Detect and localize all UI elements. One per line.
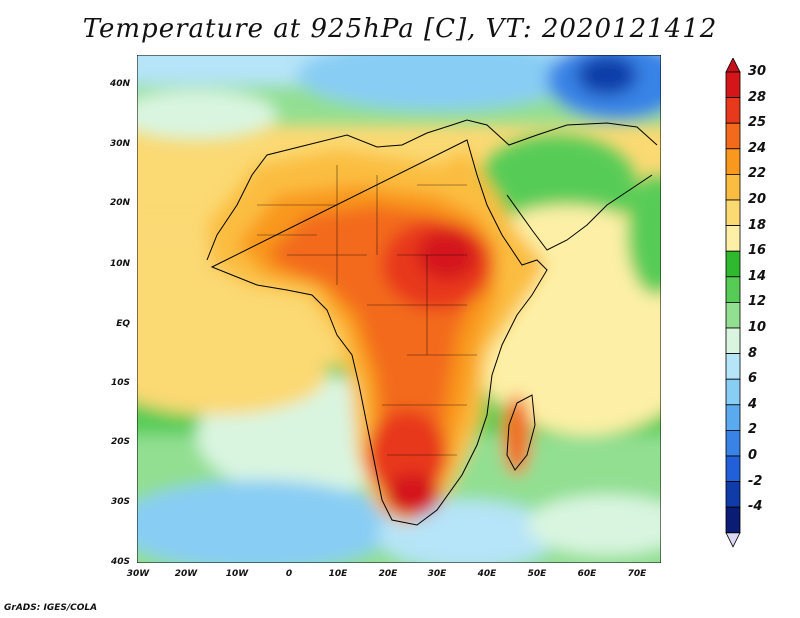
colorbar-tick-label: 18 [748,217,767,233]
colorbar-swatch [725,122,741,150]
colorbar-tick-label: 10 [748,320,767,335]
colorbar-swatch [725,225,741,252]
lon-label-20w: 20W [174,569,198,579]
colorbar-over-triangle [725,58,741,73]
lon-label-10w: 10W [225,569,249,579]
colorbar-tick-label: 16 [748,243,767,259]
colorbar-tick-label: 14 [748,268,767,284]
colorbar-swatch [725,199,741,227]
lat-label-10s: 10S [110,378,130,388]
lon-label-10e: 10E [328,569,348,579]
lat-label-eq: EQ [116,319,130,329]
colorbar-tick-label: 4 [748,396,758,412]
colorbar-tick-label: 6 [748,371,758,387]
lon-label-30w: 30W [126,569,150,579]
colorbar-tick-label: -4 [748,499,763,515]
colorbar-swatch [725,378,741,406]
temperature-map [137,55,661,563]
colorbar-swatch [725,353,741,380]
lat-label-10n: 10N [109,259,130,269]
colorbar-tick-label: 22 [748,166,767,182]
colorbar-tick-label: 24 [748,140,767,156]
colorbar-swatch [725,97,741,124]
lat-label-40n: 40N [109,79,130,89]
grads-footer: GrADS: IGES/COLA [4,603,98,613]
colorbar [725,58,741,548]
colorbar-under-triangle [725,532,741,548]
colorbar-swatch [725,429,741,457]
coastline [206,119,658,526]
colorbar-swatch [725,455,741,483]
colorbar-swatch [725,301,741,329]
colorbar-tick-label: 8 [748,345,758,361]
colorbar-tick-label: 25 [748,115,767,131]
colorbar-swatch [725,250,741,278]
colorbar-swatch [725,276,741,303]
colorbar-tick-label: 2 [748,422,758,438]
lat-label-20n: 20N [109,198,130,208]
colorbar-swatch [725,481,741,508]
lon-label-70e: 70E [627,569,647,579]
temperature-field [137,55,661,563]
lon-label-60e: 60E [577,569,597,579]
colorbar-tick-label: 12 [748,294,767,310]
chart-title: Temperature at 925hPa [C], VT: 202012141… [82,14,718,44]
colorbar-swatch [725,506,741,534]
colorbar-swatch [725,148,741,175]
colorbar-tick-label: 30 [748,64,767,79]
lon-label-0: 0 [285,569,293,579]
lat-label-30s: 30S [110,497,130,507]
colorbar-tick-label: -2 [748,473,763,489]
lat-label-20s: 20S [110,437,130,447]
lat-label-30n: 30N [109,139,130,149]
colorbar-tick-label: 28 [748,89,767,105]
lat-label-40s: 40S [110,557,130,567]
lon-label-30e: 30E [427,569,447,579]
colorbar-swatch [725,71,741,99]
colorbar-swatch [725,404,741,431]
colorbar-swatch [725,174,741,201]
lon-label-50e: 50E [527,569,547,579]
country-borders [257,165,477,456]
lon-label-40e: 40E [477,569,497,579]
colorbar-swatch [725,327,741,355]
colorbar-tick-label: 0 [748,448,758,463]
colorbar-tick-label: 20 [748,192,767,207]
lon-label-20e: 20E [378,569,398,579]
